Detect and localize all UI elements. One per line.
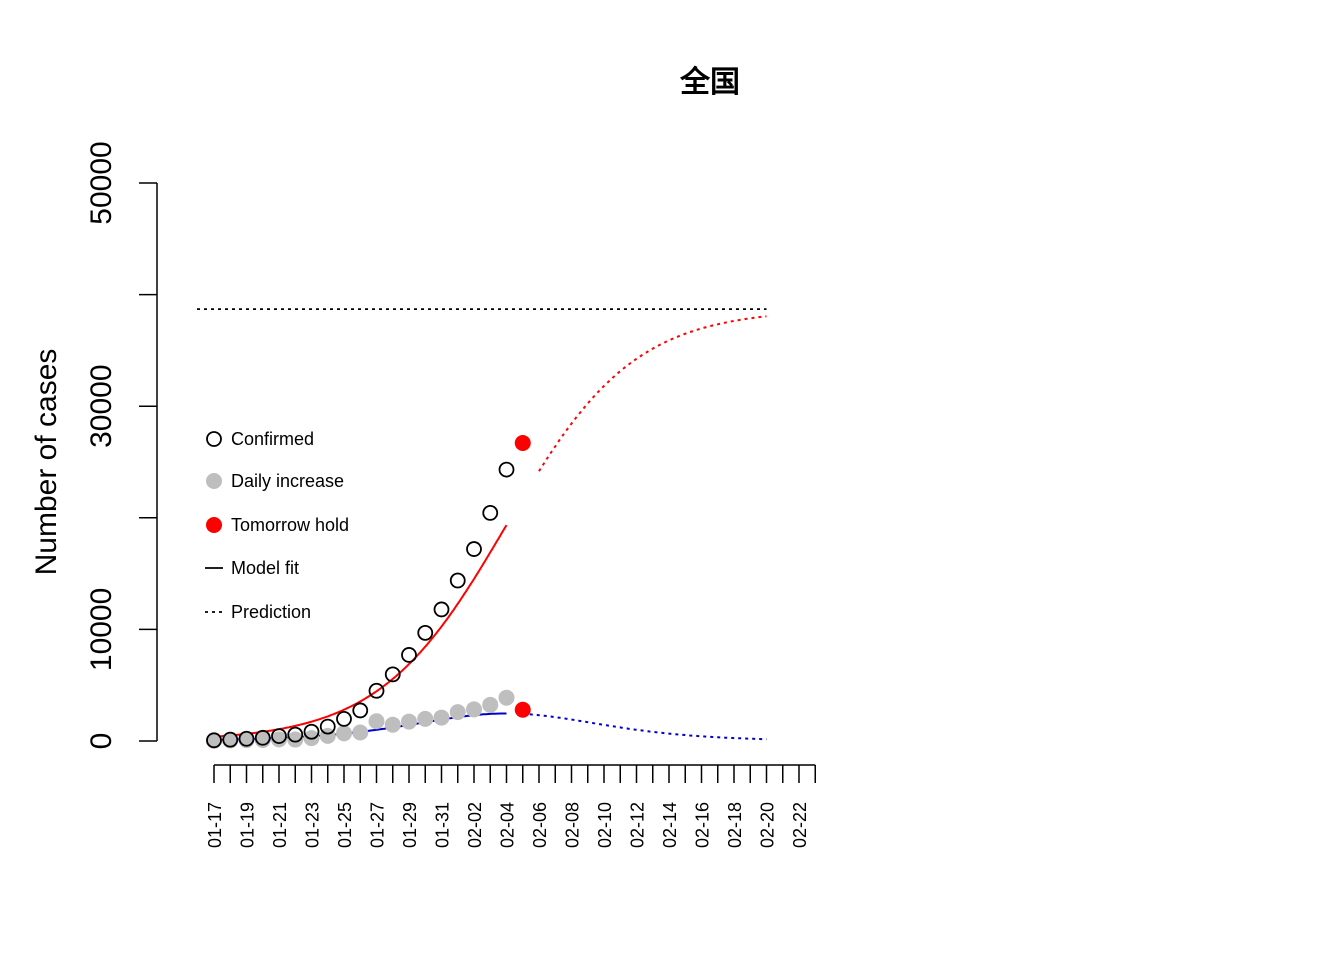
x-tick-label: 01-29 — [400, 802, 420, 848]
daily-prediction — [522, 712, 767, 741]
daily-increase-point — [368, 713, 385, 730]
y-axis: 0 10000 30000 50000 — [85, 141, 158, 750]
confirmed-point — [271, 728, 287, 744]
daily-increase-point — [482, 696, 499, 713]
legend-label: Model fit — [231, 558, 299, 578]
y-tick-label: 10000 — [85, 588, 118, 671]
daily-increase-point — [466, 701, 482, 718]
daily-increase-point — [287, 731, 304, 748]
confirmed-point — [254, 729, 271, 746]
y-tick-label: 50000 — [85, 141, 118, 224]
confirmed-point — [384, 666, 401, 683]
daily-increase-point — [498, 689, 515, 706]
daily-increase-point — [271, 731, 287, 748]
legend-label: Daily increase — [231, 471, 344, 491]
x-tick-label: 02-18 — [725, 802, 745, 848]
confirmed-point — [417, 624, 434, 641]
x-tick-label: 02-06 — [530, 802, 550, 848]
legend-label: Tomorrow hold — [231, 515, 349, 535]
x-tick-label: 02-02 — [465, 802, 485, 848]
confirmed-point — [287, 726, 304, 743]
x-tick-label: 02-08 — [563, 802, 583, 848]
daily-increase-point — [417, 710, 434, 727]
x-tick-label: 02-14 — [660, 802, 680, 848]
tomorrow-hold-point — [514, 435, 531, 452]
x-tick-label: 02-12 — [628, 802, 648, 848]
x-tick-label: 01-25 — [335, 802, 355, 848]
daily-increase-point — [449, 704, 466, 721]
x-tick-label: 02-20 — [758, 802, 778, 848]
daily-increase-point — [336, 725, 352, 742]
y-tick-label: 30000 — [85, 364, 118, 447]
y-axis-label: Number of cases — [30, 349, 63, 576]
daily-increase-point — [352, 724, 369, 741]
x-axis: 01-17 01-19 01-21 01-23 01-25 01-27 01-29 01-31… — [205, 764, 816, 848]
confirmed-point — [303, 723, 320, 740]
data-points-layer — [206, 435, 531, 749]
confirmed-point — [206, 732, 222, 749]
confirmed-point — [352, 702, 369, 719]
legend-daily-symbol — [206, 473, 222, 489]
confirmed-point — [433, 601, 450, 618]
confirmed-point — [498, 461, 515, 478]
daily-increase-point — [206, 732, 222, 749]
x-tick-label: 01-23 — [303, 802, 323, 848]
x-tick-label: 01-31 — [433, 802, 453, 848]
chart-title: 全国 — [679, 65, 740, 99]
confirmed-point — [466, 541, 482, 557]
total-model-fit — [213, 524, 508, 738]
tomorrow-hold-point — [514, 701, 531, 718]
legend-tomorrow-symbol — [206, 517, 222, 533]
legend-label: Confirmed — [231, 429, 314, 449]
x-tick-label: 01-27 — [368, 802, 388, 848]
total-prediction — [538, 315, 767, 472]
y-tick-label: 0 — [85, 733, 118, 750]
daily-increase-point — [384, 716, 401, 733]
confirmed-point — [336, 711, 352, 727]
confirmed-point — [368, 682, 385, 699]
confirmed-point — [319, 718, 336, 735]
legend: Confirmed Daily increase Tomorrow hold Mode… — [205, 429, 349, 622]
confirmed-point — [222, 731, 239, 748]
x-tick-label: 02-04 — [498, 802, 518, 848]
legend-label: Prediction — [231, 602, 311, 622]
x-tick-label: 02-22 — [790, 802, 810, 848]
daily-increase-point — [401, 713, 417, 730]
x-tick-label: 02-16 — [693, 802, 713, 848]
x-tick-label: 01-19 — [238, 802, 258, 848]
legend-confirmed-symbol — [206, 431, 222, 447]
x-tick-label: 01-17 — [205, 802, 225, 848]
x-tick-label: 01-21 — [270, 802, 290, 848]
confirmed-point — [482, 504, 499, 521]
confirmed-point — [449, 572, 466, 589]
daily-increase-point — [433, 709, 450, 726]
x-tick-label: 02-10 — [595, 802, 615, 848]
confirmed-point — [238, 730, 255, 747]
confirmed-point — [401, 647, 417, 663]
